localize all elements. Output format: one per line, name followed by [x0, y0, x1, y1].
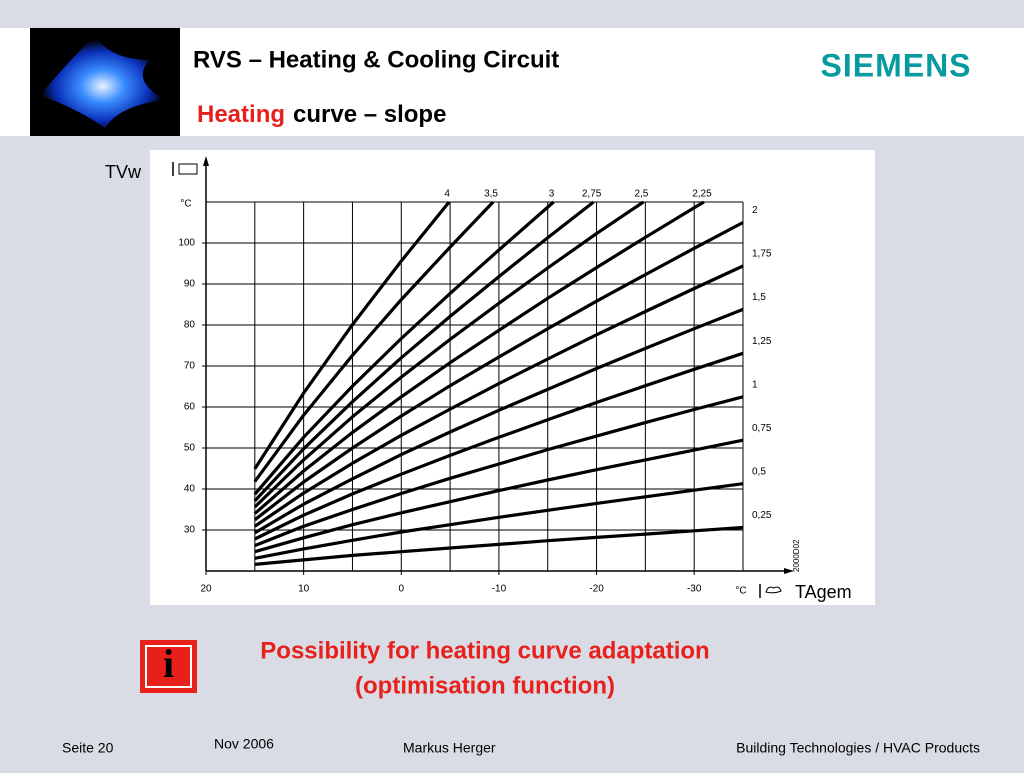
curve-label: 3,5: [484, 189, 498, 200]
y-axis-title: TVw: [105, 162, 142, 182]
header-subtitle: Heating curve – slope: [197, 101, 446, 128]
curve: [253, 221, 744, 522]
curve: [254, 525, 744, 566]
curve: [254, 395, 744, 548]
x-axis-title: TAgem: [795, 582, 852, 602]
y-tick-label: 70: [184, 361, 196, 372]
chart-code: 2000D02: [792, 539, 801, 572]
y-tick-label: 80: [184, 320, 196, 331]
cloud-icon: [765, 586, 782, 594]
curve: [253, 307, 744, 535]
curve-label: 0,5: [752, 466, 766, 477]
info-icon-letter: i: [163, 641, 174, 686]
x-tick-label: -10: [492, 584, 507, 595]
info-icon-frame: [145, 645, 192, 688]
curve-label: 2: [752, 205, 758, 216]
y-axis-arrow: [203, 156, 209, 166]
curve: [253, 200, 645, 509]
curve: [253, 200, 495, 483]
curve-label: 0,25: [752, 510, 772, 521]
y-tick-label: 90: [184, 279, 196, 290]
footer-date: Nov 2006: [214, 736, 274, 752]
curve-label: 2,25: [692, 189, 712, 200]
x-tick-label: 10: [298, 584, 310, 595]
y-tick-label: 100: [178, 238, 195, 249]
logo: SIEMENS: [820, 47, 971, 83]
footer-page: Seite 20: [62, 740, 114, 756]
x-unit: °C: [735, 586, 746, 597]
x-tick-label: 0: [398, 584, 404, 595]
y-unit: °C: [180, 199, 191, 210]
curve-label: 2,75: [582, 189, 602, 200]
radiator-icon: [178, 163, 198, 175]
curve-label: 1: [752, 379, 758, 390]
note-line: Possibility for heating curve adaptation: [260, 637, 709, 664]
curve: [253, 200, 705, 515]
note-line: (optimisation function): [355, 672, 615, 699]
curve: [253, 264, 744, 528]
curve-label: 2,5: [634, 189, 648, 200]
info-icon: [140, 640, 197, 693]
curve: [254, 351, 744, 541]
flame: [40, 35, 165, 128]
curve-label: 1,25: [752, 336, 772, 347]
curve-label: 3: [549, 189, 555, 200]
curve-label: 0,75: [752, 423, 772, 434]
x-axis-arrow: [784, 568, 794, 574]
subtitle-highlight: Heating: [197, 101, 285, 128]
curve: [253, 200, 451, 470]
x-tick-label: -30: [687, 584, 702, 595]
curve-label: 1,75: [752, 249, 772, 260]
curve-label: 1,5: [752, 292, 766, 303]
curve-label: 4: [444, 189, 450, 200]
y-tick-label: 40: [184, 484, 196, 495]
curve: [254, 438, 744, 554]
y-tick-label: 50: [184, 443, 196, 454]
subtitle-rest: curve – slope: [293, 101, 446, 128]
y-tick-label: 30: [184, 525, 196, 536]
y-tick-label: 60: [184, 402, 196, 413]
x-tick-label: -20: [589, 584, 604, 595]
curve: [253, 200, 555, 496]
header-title: RVS – Heating & Cooling Circuit: [193, 46, 559, 73]
x-tick-label: 20: [200, 584, 212, 595]
curve: [253, 200, 595, 502]
footer-author: Markus Herger: [403, 740, 496, 756]
footer-company: Building Technologies / HVAC Products: [736, 740, 980, 756]
curve: [254, 482, 744, 560]
